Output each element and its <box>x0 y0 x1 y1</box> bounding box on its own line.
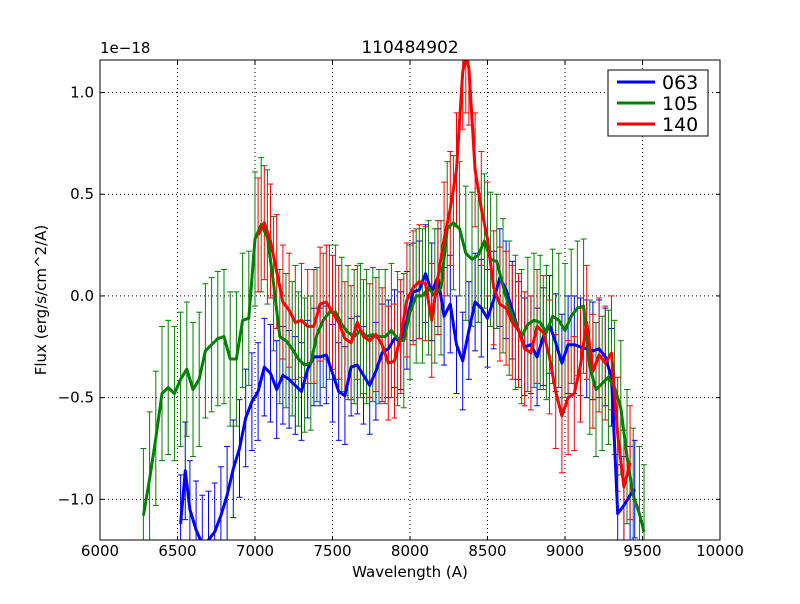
y-tick-label: 0.5 <box>70 185 94 203</box>
ticks: 6000 6500 7000 7500 8000 8500 9000 9500 10000 −1.… <box>58 60 744 560</box>
legend: 063 105 140 <box>607 69 709 137</box>
legend-label-105: 105 <box>662 93 698 115</box>
legend-label-063: 063 <box>662 72 698 94</box>
x-tick-label: 8000 <box>391 542 429 560</box>
y-tick-label: 1.0 <box>70 84 94 102</box>
x-tick-label: 9500 <box>623 542 661 560</box>
x-tick-label: 7500 <box>313 542 351 560</box>
y-axis-label: Flux (erg/s/cm^2/A) <box>32 225 50 376</box>
x-tick-label: 10000 <box>696 542 744 560</box>
x-tick-label: 7000 <box>236 542 274 560</box>
legend-label-140: 140 <box>662 114 698 136</box>
x-tick-label: 6000 <box>81 542 119 560</box>
y-tick-label: −0.5 <box>58 389 94 407</box>
y-tick-label: −1.0 <box>58 490 94 508</box>
x-tick-label: 6500 <box>158 542 196 560</box>
series-line-140 <box>256 60 632 489</box>
y-axis-offset-label: 1e−18 <box>100 39 150 57</box>
x-tick-label: 8500 <box>468 542 506 560</box>
chart-title: 110484902 <box>361 38 458 58</box>
data-layer <box>140 60 648 540</box>
series-line-105 <box>141 221 646 533</box>
y-tick-label: 0.0 <box>70 287 94 305</box>
x-axis-label: Wavelength (A) <box>352 563 468 581</box>
x-tick-label: 9000 <box>546 542 584 560</box>
